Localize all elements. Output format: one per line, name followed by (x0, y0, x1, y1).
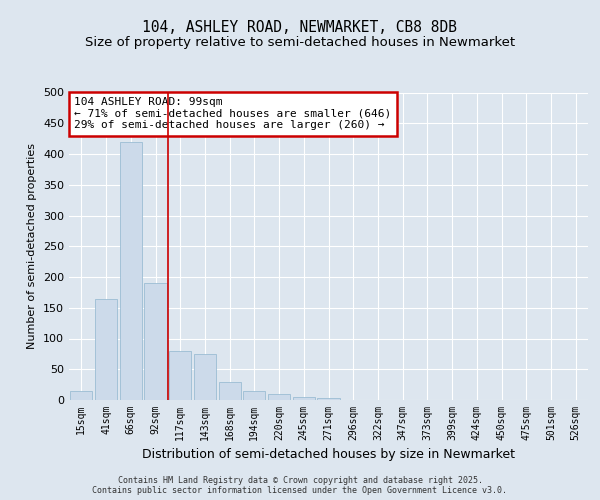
Text: 104 ASHLEY ROAD: 99sqm
← 71% of semi-detached houses are smaller (646)
29% of se: 104 ASHLEY ROAD: 99sqm ← 71% of semi-det… (74, 97, 391, 130)
Text: Contains HM Land Registry data © Crown copyright and database right 2025.
Contai: Contains HM Land Registry data © Crown c… (92, 476, 508, 495)
Bar (169, 351, 191, 400)
Bar (70, 391, 92, 400)
Bar (119, 142, 142, 400)
Bar (317, 398, 340, 400)
Bar (293, 397, 315, 400)
Bar (145, 283, 167, 400)
Y-axis label: Number of semi-detached properties: Number of semi-detached properties (28, 143, 37, 349)
X-axis label: Distribution of semi-detached houses by size in Newmarket: Distribution of semi-detached houses by … (142, 448, 515, 462)
Bar (95, 298, 117, 400)
Text: 104, ASHLEY ROAD, NEWMARKET, CB8 8DB: 104, ASHLEY ROAD, NEWMARKET, CB8 8DB (143, 20, 458, 35)
Bar (243, 392, 265, 400)
Bar (268, 394, 290, 400)
Text: Size of property relative to semi-detached houses in Newmarket: Size of property relative to semi-detach… (85, 36, 515, 49)
Bar (194, 354, 216, 400)
Bar (218, 382, 241, 400)
